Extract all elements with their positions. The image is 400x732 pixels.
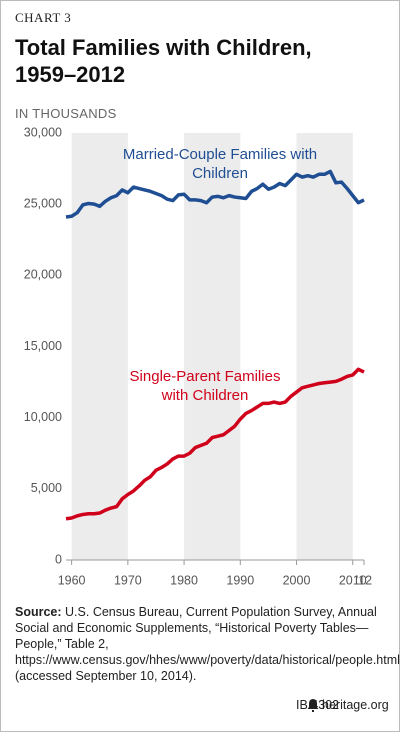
decade-band xyxy=(184,133,241,560)
y-tick-label: 10,000 xyxy=(24,410,62,424)
y-tick-label: 20,000 xyxy=(24,268,62,282)
source-label: Source: xyxy=(15,605,62,619)
x-tick-label: 1960 xyxy=(58,573,86,587)
series-label: Married-Couple Families with Children xyxy=(122,146,318,182)
x-tick-label: 2010 xyxy=(339,573,367,587)
series-label: Single-Parent Families with Children xyxy=(129,368,281,404)
footer-site: heritage.org xyxy=(322,698,389,712)
chart-subtitle: IN THOUSANDS xyxy=(15,106,117,121)
source-note: Source: U.S. Census Bureau, Current Popu… xyxy=(15,604,400,684)
y-tick-label: 25,000 xyxy=(24,196,62,210)
x-tick-label: 1970 xyxy=(114,573,142,587)
y-tick-label: 15,000 xyxy=(24,339,62,353)
x-tick-label: 1990 xyxy=(226,573,254,587)
x-tick-label: '12 xyxy=(356,573,372,587)
chart-number: CHART 3 xyxy=(15,10,72,25)
chart-title: Total Families with Children, 1959–2012 xyxy=(15,35,312,87)
x-tick-label: 1980 xyxy=(170,573,198,587)
x-tick-label: 2000 xyxy=(283,573,311,587)
decade-band xyxy=(296,133,353,560)
source-text: U.S. Census Bureau, Current Population S… xyxy=(15,605,400,683)
y-tick-label: 5,000 xyxy=(31,481,62,495)
series-line xyxy=(65,367,365,521)
y-tick-label: 0 xyxy=(55,552,62,566)
y-tick-label: 30,000 xyxy=(24,125,62,139)
series-line xyxy=(65,169,365,219)
decade-band xyxy=(71,133,128,560)
